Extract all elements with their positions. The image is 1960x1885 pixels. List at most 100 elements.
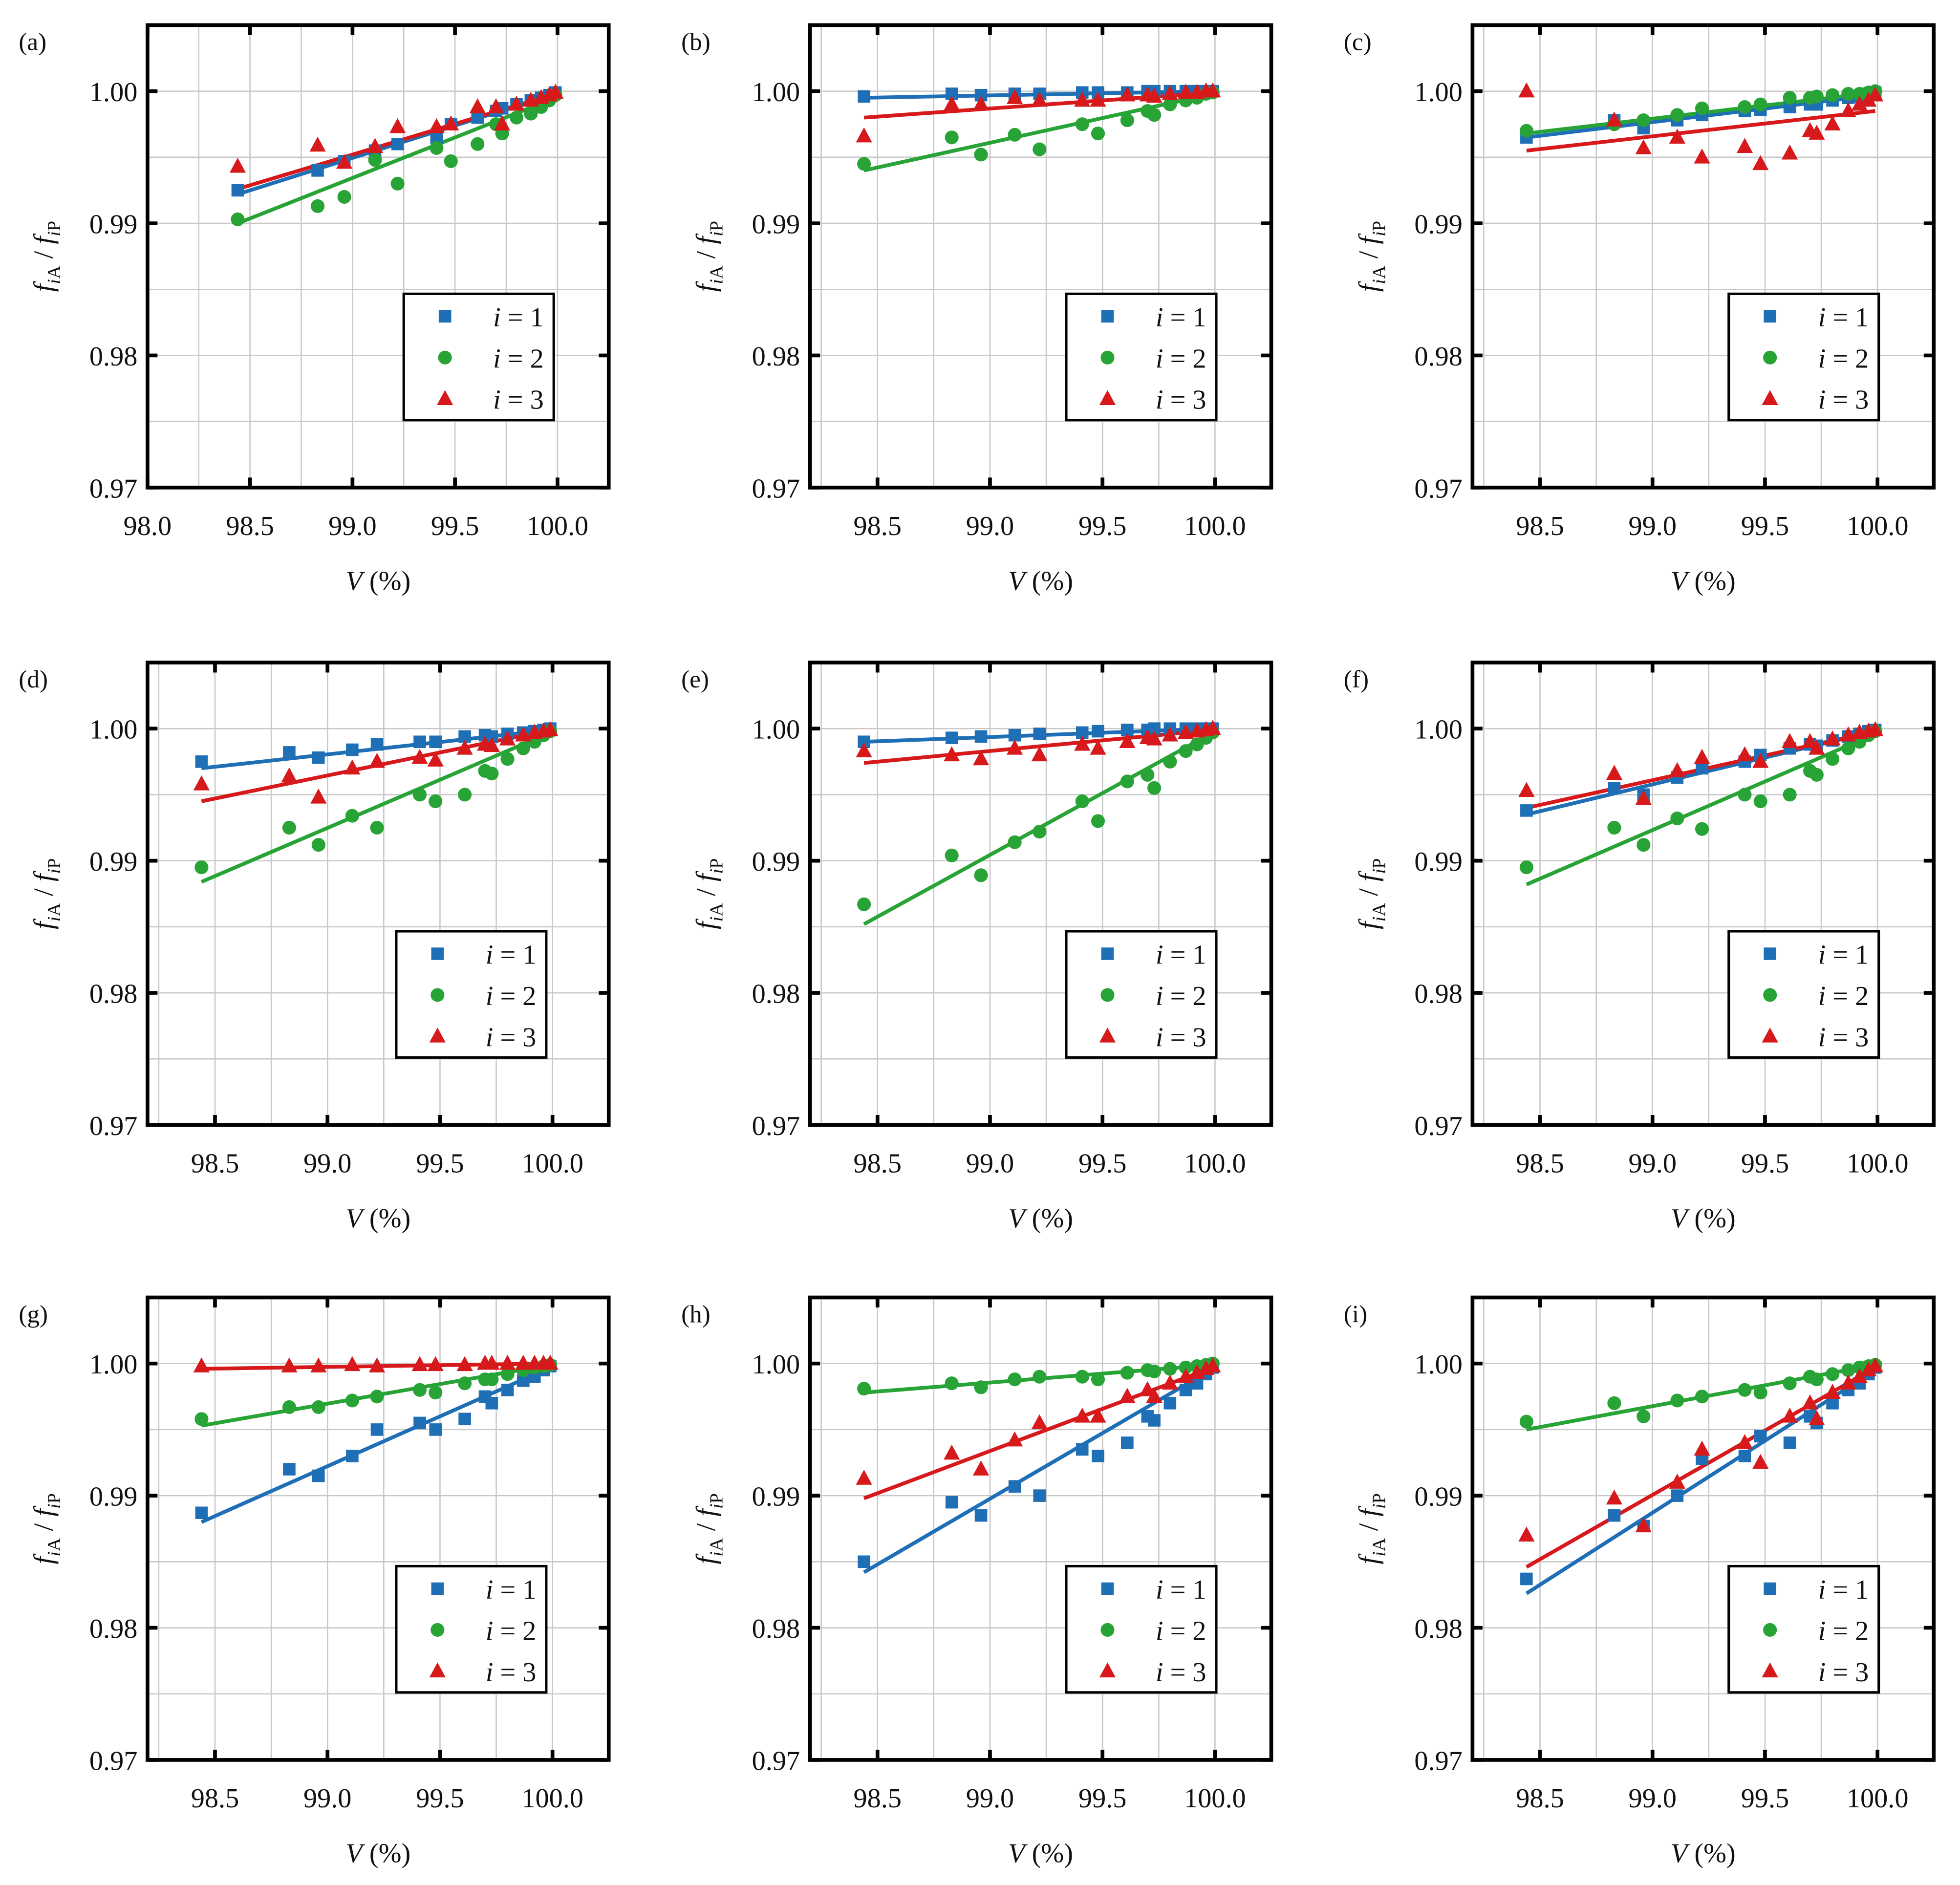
subplot-a: 0.97 0.98 0.99 1.00 98.0 98.5 99.0 99.5 100.0 (a)… [19, 23, 611, 597]
data-point-i2 [509, 110, 524, 125]
data-point-i3 [1851, 95, 1868, 111]
panel-label: (i) [1344, 1301, 1367, 1328]
data-point-i1 [283, 1463, 296, 1476]
data-point-i2 [337, 190, 351, 204]
x-tick-label: 99.5 [416, 1783, 464, 1814]
subplot-f: 0.97 0.98 0.99 1.00 98.5 99.0 99.5 100.0 (f) V (%… [1344, 661, 1936, 1234]
data-point-i2 [1091, 127, 1105, 141]
plot-frame [808, 23, 1273, 490]
legend-box [395, 930, 548, 1059]
data-point-i2 [1147, 108, 1162, 122]
x-axis-label-var: V [1008, 1203, 1028, 1234]
data-point-i2 [430, 141, 444, 155]
y-tick-label: 0.98 [89, 1614, 137, 1644]
data-point-i3 [1809, 125, 1825, 140]
x-tick-label: 99.0 [1628, 1149, 1676, 1179]
legend-marker-i1 [1764, 1582, 1776, 1595]
panel-label: (e) [681, 665, 709, 693]
x-tick-label: 98.5 [854, 511, 902, 541]
y-tick-label: 1.00 [752, 77, 800, 107]
data-point-i3 [193, 1357, 210, 1372]
legend: i = 1 i = 2 i = 3 [1065, 292, 1218, 422]
legend-marker-i1 [1101, 310, 1114, 323]
data-point-i2 [1607, 820, 1621, 835]
panel-label: (h) [681, 1301, 711, 1328]
y-tick-label: 0.99 [1414, 209, 1462, 239]
data-point-i3 [1867, 1357, 1884, 1372]
x-tick-label: 100.0 [1184, 1783, 1246, 1814]
x-axis-label-unit: (%) [1687, 1839, 1735, 1869]
data-point-i1 [1738, 1450, 1751, 1462]
data-point-i3 [344, 759, 361, 775]
plot-frame [1470, 661, 1936, 1127]
x-axis-label-unit: (%) [1025, 1839, 1073, 1869]
data-point-i3 [1635, 139, 1652, 154]
y-axis-label-sep: / [28, 244, 59, 266]
data-point-i2 [345, 809, 359, 823]
data-point-i2 [1519, 860, 1533, 875]
data-point-i3 [1090, 1407, 1106, 1423]
y-axis-label-sub: iA [707, 1538, 727, 1557]
data-point-i2 [1695, 101, 1709, 115]
x-tick-label: 100.0 [1184, 1149, 1246, 1179]
data-point-i3 [1669, 762, 1685, 777]
data-point-i3 [1177, 84, 1194, 99]
data-point-i1 [858, 1555, 870, 1568]
data-point-i3 [411, 1356, 428, 1371]
legend-marker-i3 [1099, 390, 1116, 406]
subplot-i: 0.97 0.98 0.99 1.00 98.5 99.0 99.5 100.0 (i) V (%… [1344, 1295, 1936, 1869]
data-point-i2 [429, 794, 443, 809]
x-axis-label-unit: (%) [363, 1839, 410, 1869]
legend-box [1727, 930, 1880, 1059]
data-point-i2 [1075, 1370, 1089, 1384]
legend-marker-i3 [1762, 1662, 1778, 1678]
y-tick-label: 0.97 [89, 473, 137, 504]
data-point-i3 [366, 138, 384, 153]
data-point-i2 [1826, 752, 1840, 766]
data-point-i2 [1091, 1372, 1105, 1387]
data-point-i2 [1008, 128, 1022, 142]
data-point-i2 [1008, 1372, 1022, 1387]
data-point-i3 [281, 1357, 298, 1372]
data-point-i3 [1146, 87, 1163, 103]
data-point-i3 [483, 1354, 500, 1370]
legend-label-i1: i = 1 [493, 302, 544, 333]
legend-marker-i1 [1764, 310, 1776, 323]
y-axis-label-sep: / [1354, 244, 1384, 266]
y-tick-label: 0.97 [1414, 473, 1462, 504]
data-point-i3 [1188, 1364, 1206, 1379]
legend: i = 1 i = 2 i = 3 [402, 292, 555, 422]
legend-marker-i2 [1100, 350, 1115, 364]
y-axis-label-sub: iP [707, 221, 727, 236]
panel-label: (d) [19, 665, 48, 693]
x-tick-label: 100.0 [1184, 511, 1246, 541]
subplot-h: 0.97 0.98 0.99 1.00 98.5 99.0 99.5 100.0 (h) V (%… [681, 1295, 1273, 1869]
data-point-i1 [1608, 1509, 1621, 1522]
data-point-i2 [390, 176, 405, 191]
data-point-i3 [1824, 730, 1841, 746]
plot-frame [146, 661, 611, 1127]
data-point-i3 [542, 721, 559, 736]
x-tick-label: 100.0 [521, 1149, 583, 1179]
x-tick-label: 98.5 [1516, 1149, 1564, 1179]
legend-marker-i1 [431, 1582, 444, 1595]
data-point-i2 [485, 1372, 499, 1387]
x-axis-label-var: V [1008, 1839, 1028, 1869]
data-point-i1 [974, 1509, 988, 1522]
x-axis-label-var: V [1671, 1203, 1690, 1234]
data-point-i3 [1146, 730, 1163, 746]
data-point-i3 [1867, 86, 1884, 102]
y-axis-label-sub: iA [44, 1538, 65, 1557]
x-tick-label: 99.5 [416, 1149, 464, 1179]
legend-marker-i3 [1099, 1662, 1116, 1678]
data-point-i1 [1092, 1450, 1104, 1462]
legend-label-i3: i = 3 [486, 1657, 537, 1688]
x-tick-label: 99.5 [1078, 1149, 1126, 1179]
data-point-i1 [311, 164, 324, 177]
y-axis-label-sub: iP [44, 858, 65, 874]
fit-line-i2 [863, 92, 1213, 172]
data-point-i2 [282, 1400, 296, 1414]
data-point-i2 [1141, 768, 1155, 782]
data-point-i2 [1809, 1372, 1824, 1387]
data-point-i1 [471, 111, 484, 124]
